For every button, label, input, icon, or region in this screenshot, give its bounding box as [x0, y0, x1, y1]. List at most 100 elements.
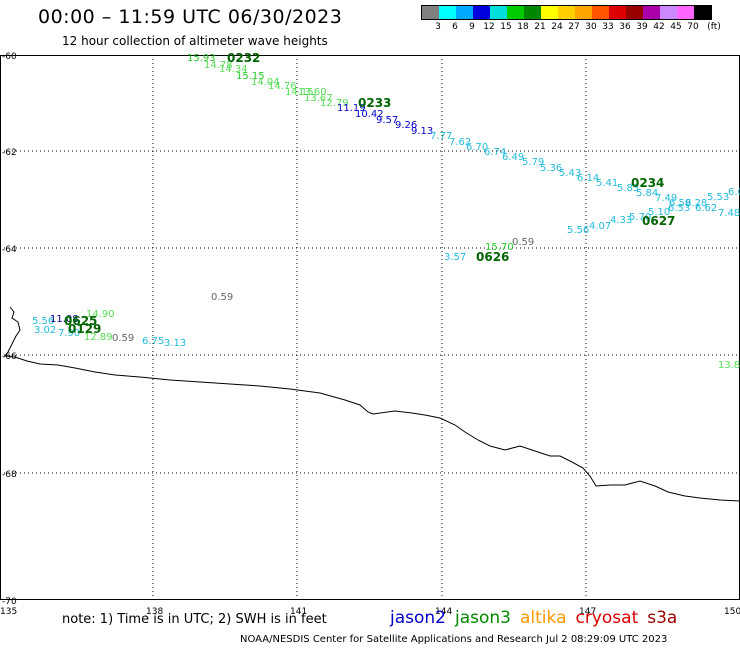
legend-swatch	[507, 6, 524, 19]
wave-height-value: 0.59	[512, 237, 534, 248]
legend-swatch	[541, 6, 558, 19]
color-legend: 3 6 9 12 15 18 21 24 27 30 33 36 39 42 45 70 (ft)	[421, 5, 721, 34]
legend-labels: 3 6 9 12 15 18 21 24 27 30 33 36 39 42 45 70 (ft)	[421, 20, 721, 34]
map-subtitle: 12 hour collection of altimeter wave hei…	[62, 34, 328, 48]
legend-label: 21	[534, 22, 546, 32]
legend-swatch	[609, 6, 626, 19]
wave-height-value: 6.70	[466, 142, 488, 153]
satellite-name: jason2	[390, 608, 446, 628]
wave-height-value: 7.77	[430, 131, 452, 142]
wave-height-value: 4.33	[610, 215, 632, 226]
legend-label: 15	[500, 22, 512, 32]
latitude-label: -60	[2, 52, 17, 62]
map-frame	[0, 55, 740, 600]
footer-note: note: 1) Time is in UTC; 2) SWH is in fe…	[62, 612, 327, 627]
track-time-label: 0627	[642, 214, 675, 228]
wave-height-value: 15.70	[485, 242, 514, 253]
legend-swatch	[643, 6, 660, 19]
track-time-label: 0233	[358, 96, 391, 110]
wave-height-value: 12.89	[84, 332, 113, 343]
wave-height-value: 9.57	[376, 115, 398, 126]
wave-height-value: 7.90	[58, 328, 80, 339]
wave-height-value: 15.93	[187, 53, 216, 64]
wave-height-value: 5.84	[636, 188, 658, 199]
legend-label: 70	[687, 22, 699, 32]
legend-swatch	[694, 6, 711, 19]
wave-height-value: 6.74	[484, 147, 506, 158]
satellite-name: s3a	[647, 608, 678, 628]
antarctic-coastline	[4, 306, 740, 502]
track-time-label: 0626	[476, 250, 509, 264]
wave-height-value: 6.49	[502, 152, 524, 163]
latitude-label: -68	[2, 470, 17, 480]
legend-unit: (ft)	[707, 22, 721, 32]
track-time-label: 0234	[631, 176, 664, 190]
wave-height-value: 13.8	[718, 360, 740, 371]
wave-height-value: 6.75	[142, 336, 164, 347]
wave-height-value: 5.83	[617, 183, 639, 194]
wave-height-value: 0.59	[112, 333, 134, 344]
satellite-name: cryosat	[575, 608, 639, 628]
wave-height-value: 9.26	[395, 120, 417, 131]
wave-height-value: 14.04	[251, 77, 280, 88]
wave-height-value: 3.13	[164, 338, 186, 349]
wave-height-value: 5.56	[567, 225, 589, 236]
longitude-label: 138	[146, 607, 163, 617]
legend-swatch	[524, 6, 541, 19]
legend-swatch	[456, 6, 473, 19]
legend-label: 36	[619, 22, 631, 32]
satellite-legend: jason2 jason3 altika cryosat s3a	[390, 608, 686, 628]
legend-swatch	[558, 6, 575, 19]
legend-label: 24	[551, 22, 563, 32]
wave-height-value: 10.42	[355, 109, 384, 120]
wave-height-value: 6.62	[695, 203, 717, 214]
wave-height-value: 11.19	[337, 103, 366, 114]
wave-height-value: 13.60	[298, 87, 327, 98]
legend-label: 27	[568, 22, 580, 32]
wave-height-value: 7.62	[449, 137, 471, 148]
map-title: 00:00 – 11:59 UTC 06/30/2023	[38, 6, 343, 28]
wave-height-value: 14.15	[285, 87, 314, 98]
wave-height-value: 12.79	[320, 98, 349, 109]
latitude-label: -66	[2, 352, 17, 362]
wave-height-value: 5.36	[540, 163, 562, 174]
wave-height-value: 3.02	[34, 325, 56, 336]
legend-label: 33	[602, 22, 614, 32]
wave-height-value: 5.56	[32, 316, 54, 327]
wave-height-value: 14.90	[86, 309, 115, 320]
legend-swatch	[490, 6, 507, 19]
legend-label: 3	[435, 22, 441, 32]
legend-swatches	[421, 5, 712, 20]
legend-label: 6	[452, 22, 458, 32]
legend-label: 18	[517, 22, 529, 32]
satellite-name: jason3	[455, 608, 511, 628]
track-time-label: 0625	[64, 314, 97, 328]
legend-swatch	[439, 6, 456, 19]
latitude-label: -64	[2, 245, 17, 255]
legend-label: 30	[585, 22, 597, 32]
longitude-label: 141	[290, 607, 307, 617]
satellite-name: altika	[520, 608, 567, 628]
wave-height-value: 5.10	[648, 207, 670, 218]
wave-height-value: 6.14	[577, 173, 599, 184]
wave-height-value: 0.59	[211, 292, 233, 303]
wave-height-value: 15.15	[236, 71, 265, 82]
wave-height-value: 13.67	[304, 93, 333, 104]
track-time-label: 0232	[227, 51, 260, 65]
legend-swatch	[473, 6, 490, 19]
wave-height-value: 5.43	[559, 168, 581, 179]
legend-swatch	[592, 6, 609, 19]
wave-height-value: 3.57	[444, 252, 466, 263]
legend-label: 12	[483, 22, 495, 32]
wave-height-value: 5.41	[596, 178, 618, 189]
wave-height-value: 14.34	[219, 64, 248, 75]
legend-label: 39	[636, 22, 648, 32]
latitude-label: -70	[2, 597, 17, 607]
legend-swatch	[422, 6, 439, 19]
wave-height-value: 14.78	[204, 60, 233, 71]
longitude-label: 135	[0, 607, 17, 617]
wave-height-value: 6.53	[668, 203, 690, 214]
legend-swatch	[575, 6, 592, 19]
